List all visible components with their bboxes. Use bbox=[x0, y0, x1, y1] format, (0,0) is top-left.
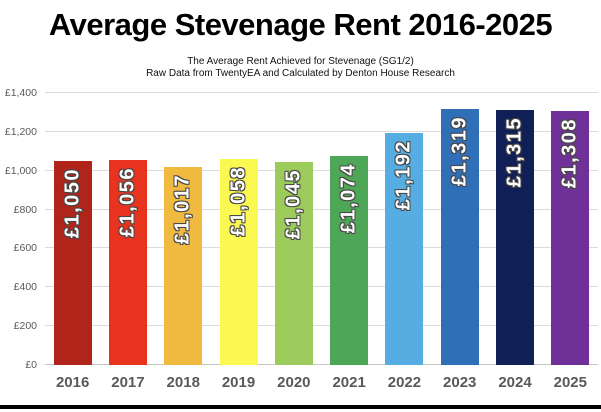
bar-value-label: £1,058 bbox=[227, 166, 250, 237]
y-axis: £0 £200 £400 £600 £800 £1,000 £1,200 £1,400 bbox=[0, 87, 41, 371]
x-axis-label-2024: 2024 bbox=[498, 374, 532, 391]
x-axis-label-2021: 2021 bbox=[332, 374, 366, 391]
bar-2024: £1,315 bbox=[496, 109, 535, 365]
bar-2023: £1,319 bbox=[440, 108, 479, 365]
bar-2022: £1,192 bbox=[385, 133, 424, 365]
bar-2021: £1,074 bbox=[330, 156, 369, 365]
bar-value-label: £1,056 bbox=[116, 166, 139, 238]
bar-value-label: £1,074 bbox=[337, 163, 360, 234]
bar-slot-2023: £1,319 bbox=[432, 93, 487, 365]
bar-slot-2022: £1,192 bbox=[377, 93, 432, 365]
chart-subtitle: The Average Rent Achieved for Stevenage … bbox=[0, 56, 601, 80]
bar-slot-2025: £1,308 bbox=[543, 93, 598, 365]
chart-title: Average Stevenage Rent 2016-2025 bbox=[48, 7, 553, 42]
bar-2020: £1,045 bbox=[274, 161, 313, 365]
x-axis-label-2025: 2025 bbox=[553, 374, 587, 391]
bar-slot-2021: £1,074 bbox=[321, 93, 376, 365]
y-axis-tick-label: £200 bbox=[13, 320, 37, 333]
x-axis-label-2022: 2022 bbox=[387, 374, 422, 391]
bottom-rule bbox=[0, 405, 601, 409]
x-axis-label-2020: 2020 bbox=[277, 374, 311, 391]
bar-value-label: £1,315 bbox=[503, 116, 526, 187]
x-axis-label-2019: 2019 bbox=[221, 374, 256, 391]
bar-value-label: £1,017 bbox=[171, 174, 194, 245]
bar-slot-2017: £1,056 bbox=[100, 93, 155, 365]
bar-value-label: £1,045 bbox=[282, 168, 305, 240]
plot-area: £1,050 £1,056 £1,017 £1,058 £1,045 £1,074 £1,1… bbox=[45, 92, 598, 365]
gridline bbox=[45, 286, 598, 288]
bar-value-label: £1,319 bbox=[448, 115, 471, 186]
y-axis-tick-label: £1,200 bbox=[4, 125, 37, 138]
bar-2016: £1,050 bbox=[53, 161, 92, 365]
bar-slot-2016: £1,050 bbox=[45, 93, 100, 365]
x-axis-label-2016: 2016 bbox=[55, 374, 90, 391]
gridline bbox=[45, 247, 598, 249]
x-axis: 2016 2017 2018 2019 2020 2021 2022 2023 2024 2025 bbox=[45, 371, 598, 395]
bar-2019: £1,058 bbox=[219, 159, 258, 365]
x-axis-label-2017: 2017 bbox=[111, 374, 145, 391]
y-axis-tick-label: £1,000 bbox=[4, 164, 37, 177]
y-axis-tick-label: £0 bbox=[25, 359, 37, 371]
y-axis-tick-label: £400 bbox=[13, 281, 37, 294]
gridline bbox=[45, 364, 598, 365]
bar-2017: £1,056 bbox=[108, 159, 147, 365]
gridline bbox=[45, 169, 598, 171]
gridline bbox=[45, 325, 598, 327]
bar-slot-2019: £1,058 bbox=[211, 93, 266, 365]
bar-slot-2018: £1,017 bbox=[156, 93, 211, 365]
bar-value-label: £1,308 bbox=[558, 117, 581, 189]
x-axis-label-2023: 2023 bbox=[443, 374, 477, 391]
chart-subtitle-line-1: The Average Rent Achieved for Stevenage … bbox=[187, 56, 414, 67]
bar-value-label: £1,192 bbox=[392, 140, 415, 211]
bars-row: £1,050 £1,056 £1,017 £1,058 £1,045 £1,074 £1,1… bbox=[45, 93, 598, 365]
y-axis-tick-label: £1,400 bbox=[4, 87, 37, 99]
bar-value-label: £1,050 bbox=[61, 168, 84, 239]
bar-slot-2024: £1,315 bbox=[487, 93, 542, 365]
x-axis-label-2018: 2018 bbox=[166, 374, 200, 391]
y-axis-tick-label: £600 bbox=[13, 242, 37, 255]
gridline bbox=[45, 92, 598, 93]
bar-2025: £1,308 bbox=[551, 110, 590, 365]
bar-2018: £1,017 bbox=[164, 167, 203, 365]
gridline bbox=[45, 130, 598, 132]
chart-subtitle-line-2: Raw Data from TwentyEA and Calculated by… bbox=[146, 68, 455, 79]
gridline bbox=[45, 208, 598, 210]
y-axis-tick-label: £800 bbox=[13, 203, 37, 216]
bar-slot-2020: £1,045 bbox=[266, 93, 321, 365]
